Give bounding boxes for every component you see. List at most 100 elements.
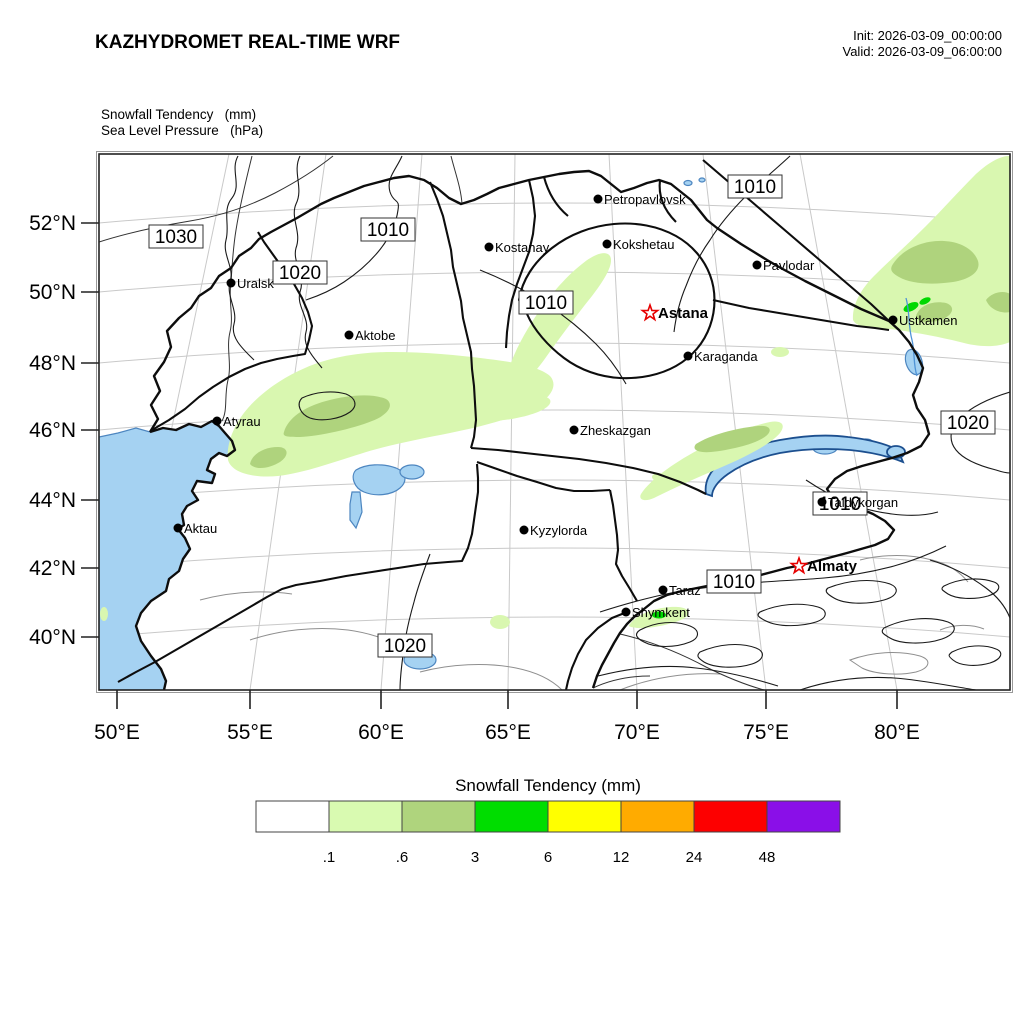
oblast-border-kostanay — [504, 179, 537, 349]
lon-label: 75°E — [743, 721, 789, 744]
colorbar-tick: .6 — [396, 849, 409, 866]
colorbar-cells — [255, 800, 841, 833]
map-canvas: 52°N 50°N 48°N 46°N 44°N 42°N 40°N 50°E … — [29, 151, 1013, 744]
field-label-snowfall: Snowfall Tendency (mm) — [101, 107, 256, 122]
city: Zheskazgan — [569, 423, 651, 438]
colorbar-tick: 6 — [544, 849, 552, 866]
city-dot-icon — [752, 260, 762, 270]
east-south-border — [591, 320, 931, 689]
lon-ticks — [116, 690, 898, 709]
lat-label: 44°N — [29, 489, 76, 512]
lat-label: 40°N — [29, 626, 76, 649]
city-dot-icon — [173, 523, 183, 533]
oblast-border-karaganda-s — [470, 446, 707, 495]
lat-label: 42°N — [29, 557, 76, 580]
city-dot-icon — [569, 425, 579, 435]
lat-label: 50°N — [29, 281, 76, 304]
svg-text:Almaty: Almaty — [807, 558, 858, 575]
svg-text:Uralsk: Uralsk — [237, 276, 274, 291]
city: Uralsk — [226, 276, 274, 291]
pressure-label: 1010 — [360, 217, 416, 242]
city: Kokshetau — [602, 237, 674, 252]
pressure-label-overprint: 1010 — [819, 494, 861, 515]
lon-label: 55°E — [227, 721, 273, 744]
colorbar-cell — [766, 800, 841, 833]
lon-label: 50°E — [94, 721, 140, 744]
lat-label: 48°N — [29, 352, 76, 375]
city-capital: Almaty — [789, 555, 858, 575]
north-border — [148, 169, 890, 433]
city-dot-icon — [817, 497, 827, 507]
pressure-label: 1020 — [940, 410, 996, 435]
colorbar-cell — [620, 800, 695, 833]
colorbar-cell — [255, 800, 330, 833]
foreign-borders — [99, 155, 765, 690]
svg-text:1010: 1010 — [734, 177, 776, 198]
svg-text:Kokshetau: Kokshetau — [613, 237, 674, 252]
field-label-pressure: Sea Level Pressure (hPa) — [101, 123, 263, 138]
svg-text:Astana: Astana — [658, 305, 709, 322]
colorbar-tick-labels: .1 .6 3 6 12 24 48 — [323, 849, 776, 866]
valid-time: Valid: 2026-03-09_06:00:00 — [843, 44, 1003, 59]
oblast-border-kyzylorda-n — [476, 461, 611, 493]
lat-tick-labels: 52°N 50°N 48°N 46°N 44°N 42°N 40°N — [29, 212, 76, 649]
oblast-border-aktobe-e — [429, 181, 478, 449]
svg-text:1010: 1010 — [713, 572, 755, 593]
svg-text:Taraz: Taraz — [669, 583, 701, 598]
svg-text:Ustkamen: Ustkamen — [899, 313, 958, 328]
lon-label: 65°E — [485, 721, 531, 744]
city-dot-icon — [226, 278, 236, 288]
city-dot-icon — [621, 607, 631, 617]
capital-star-icon — [640, 302, 660, 322]
city: Atyrau — [212, 414, 261, 429]
city-dot-icon — [683, 351, 693, 361]
city: Aktobe — [344, 328, 395, 343]
colorbar: Snowfall Tendency (mm) .1 .6 3 6 12 24 4… — [255, 776, 841, 866]
kazakhstan-borders — [117, 159, 931, 690]
colorbar-title: Snowfall Tendency (mm) — [455, 776, 641, 795]
svg-text:Kostanay: Kostanay — [495, 240, 550, 255]
lon-label: 60°E — [358, 721, 404, 744]
map-frame-outer — [96, 151, 1013, 693]
city: Petropavlovsk — [593, 192, 686, 207]
pressure-label: 1010 — [706, 569, 762, 594]
lon-label: 70°E — [614, 721, 660, 744]
svg-text:Zheskazgan: Zheskazgan — [580, 423, 651, 438]
map-frame — [98, 153, 1011, 691]
svg-text:Karaganda: Karaganda — [694, 349, 758, 364]
small-lake — [399, 464, 425, 480]
oblast-border-pavlodar-s — [712, 298, 890, 332]
oblast-border-akmola — [517, 222, 716, 380]
capital-star-icon — [789, 555, 809, 575]
svg-text:1020: 1020 — [279, 263, 321, 284]
caspian-sea — [99, 420, 236, 690]
page-title: KAZHYDROMET REAL-TIME WRF — [95, 32, 400, 53]
svg-text:Pavlodar: Pavlodar — [763, 258, 815, 273]
ural-river — [221, 155, 253, 422]
colorbar-cell — [328, 800, 403, 833]
svg-text:Taldykorgan: Taldykorgan — [828, 495, 898, 510]
colorbar-tick: .1 — [323, 849, 336, 866]
lon-tick-labels: 50°E 55°E 60°E 65°E 70°E 75°E 80°E — [94, 721, 920, 744]
svg-text:Aktobe: Aktobe — [355, 328, 395, 343]
city-dot-icon — [484, 242, 494, 252]
colorbar-tick: 24 — [686, 849, 703, 866]
pressure-label: 1020 — [377, 633, 433, 658]
small-lake — [698, 177, 706, 183]
small-lake — [683, 179, 693, 187]
header: KAZHYDROMET REAL-TIME WRF Init: 2026-03-… — [95, 28, 1002, 138]
city: Taraz — [658, 583, 701, 598]
svg-text:Aktau: Aktau — [184, 521, 217, 536]
svg-text:1020: 1020 — [384, 636, 426, 657]
snowfall-shading-mid — [250, 240, 1010, 469]
colorbar-cell — [547, 800, 622, 833]
colorbar-tick: 48 — [759, 849, 776, 866]
city-dot-icon — [593, 194, 603, 204]
svg-text:Atyrau: Atyrau — [223, 414, 261, 429]
pressure-label: 1010 — [727, 174, 783, 199]
city: Kyzylorda — [519, 523, 588, 538]
svg-text:1020: 1020 — [947, 413, 989, 434]
oblast-border-southkaz — [564, 611, 628, 690]
city: Taldykorgan — [817, 495, 898, 510]
svg-text:1010: 1010 — [819, 494, 861, 515]
